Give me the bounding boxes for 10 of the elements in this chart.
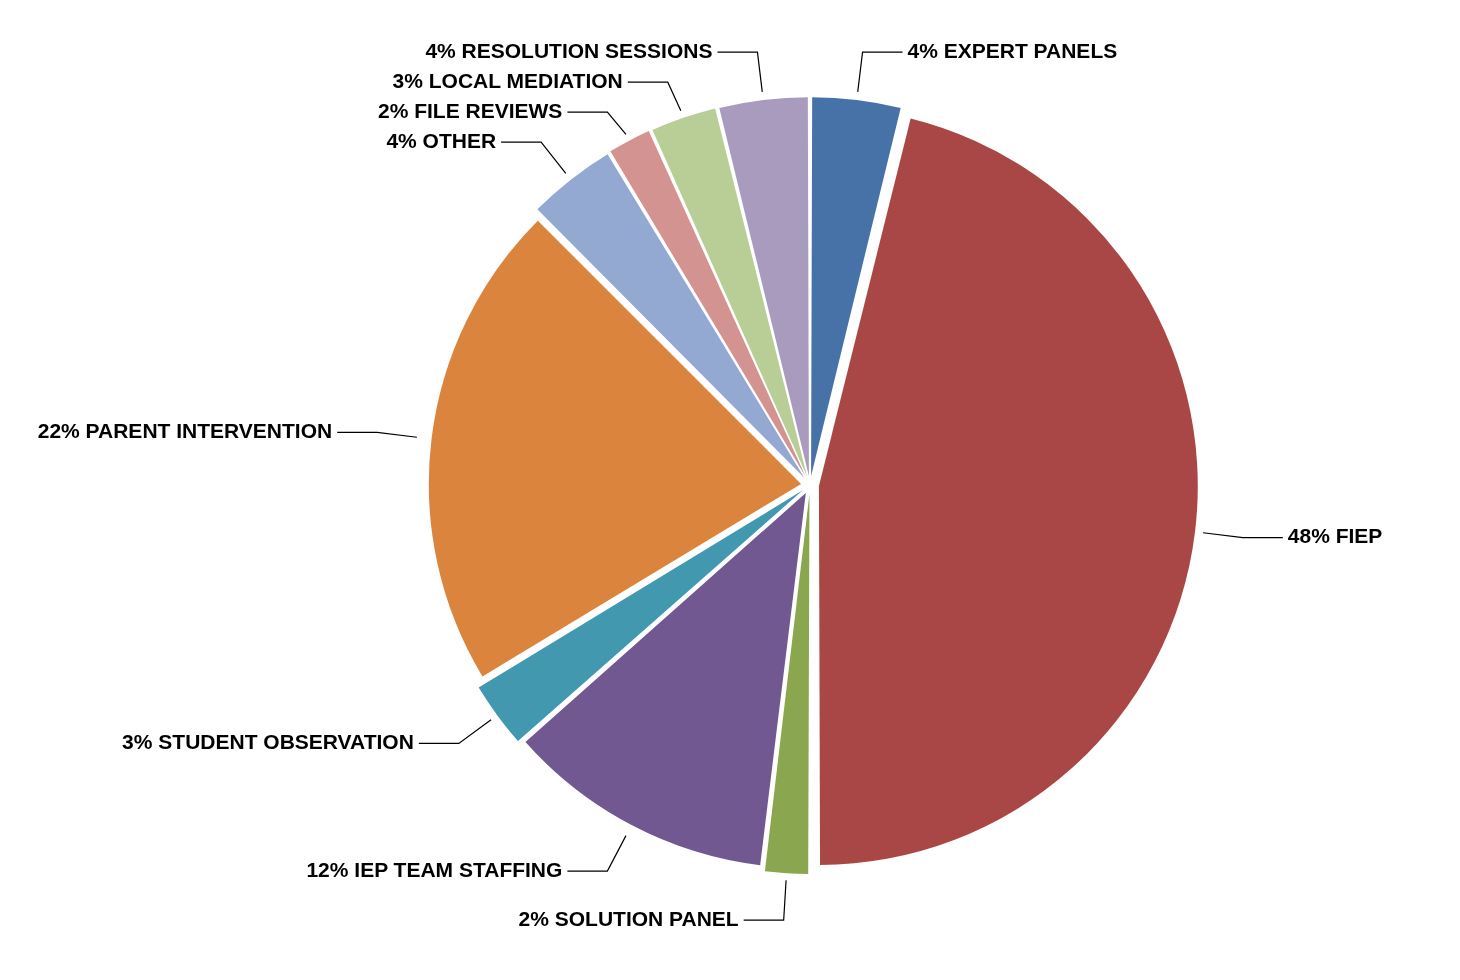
slice-label: 3% STUDENT OBSERVATION — [122, 730, 414, 754]
slice-label: 2% SOLUTION PANEL — [518, 907, 739, 930]
slice-label: 4% RESOLUTION SESSIONS — [425, 38, 713, 62]
slice-label: 22% PARENT INTERVENTION — [37, 419, 333, 443]
slice-label: 12% IEP TEAM STAFFING — [306, 857, 563, 881]
slice-label: 48% FIEP — [1287, 524, 1383, 548]
slice-label: 3% LOCAL MEDIATION — [392, 68, 623, 92]
slice-label: 4% OTHER — [386, 128, 497, 152]
slice-label: 2% FILE REVIEWS — [378, 98, 563, 122]
slice-label: 4% EXPERT PANELS — [907, 38, 1118, 62]
